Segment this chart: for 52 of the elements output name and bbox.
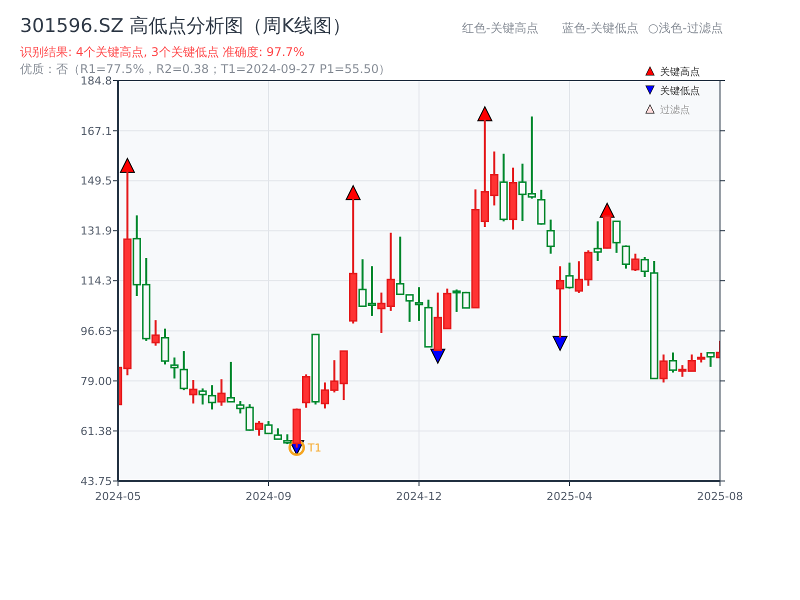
text: 优质：否（R1=77.5%，R2=0.38；T1=2024-09-27 P1=55.50）	[20, 62, 391, 76]
candlestick	[556, 265, 564, 339]
y-tick-label: 114.3	[80, 274, 112, 288]
candlestick	[274, 427, 282, 440]
y-tick-label: 184.8	[80, 74, 112, 88]
x-tick-label: 2025-04	[546, 490, 592, 503]
y-tick-label: 79.00	[80, 374, 112, 388]
candlestick	[565, 262, 574, 290]
x-tick-label: 2024-05	[95, 490, 141, 503]
text: 蓝色-关键低点	[562, 21, 638, 35]
candlestick	[189, 379, 198, 404]
point	[120, 158, 135, 173]
chart-title: 301596.SZ 高低点分析图（周K线图）	[20, 15, 352, 37]
point	[346, 185, 361, 200]
x-tick-label: 2024-09	[246, 490, 292, 503]
x-tick-label: 2025-08	[697, 490, 743, 503]
candlestick	[264, 420, 273, 436]
candlestick	[546, 218, 555, 255]
y-tick-label: 149.5	[80, 174, 112, 188]
text: 红色-关键高点	[462, 21, 538, 35]
candlestick	[640, 256, 649, 278]
series-label: T1	[306, 442, 322, 455]
candlestick	[622, 244, 630, 270]
candlestick	[283, 433, 292, 446]
y-tick-label: 43.75	[80, 475, 112, 488]
candlestick	[668, 352, 678, 374]
candlestick	[659, 354, 668, 384]
y-tick-label: 61.38	[80, 424, 112, 438]
x-tick-label: 2024-12	[396, 490, 442, 503]
candlestick	[170, 356, 179, 380]
legend-label: 过滤点	[660, 104, 690, 116]
legend-label: 关键高点	[660, 66, 700, 78]
y-tick-label: 131.9	[80, 224, 112, 238]
candlestick	[697, 352, 706, 364]
candlestick	[226, 360, 236, 404]
candlestick	[631, 252, 640, 272]
candlestick	[180, 350, 188, 392]
point	[552, 336, 568, 351]
candlestick	[706, 352, 715, 368]
candlestick	[217, 378, 226, 407]
candlestick	[414, 286, 424, 322]
candlestick	[160, 328, 170, 366]
legend-label: 关键低点	[660, 85, 700, 97]
point	[477, 106, 492, 122]
y-tick-label: 96.63	[80, 324, 112, 338]
candlestick	[594, 220, 602, 262]
chart-subtitle: 识别结果: 4个关键高点, 3个关键低点 准确度: 97.7%	[20, 45, 305, 59]
candlestick	[612, 220, 621, 254]
y-tick-label: 167.1	[80, 124, 112, 138]
candlestick	[151, 319, 160, 347]
candlestick	[254, 420, 264, 437]
text: ○浅色-过滤点	[648, 21, 723, 35]
